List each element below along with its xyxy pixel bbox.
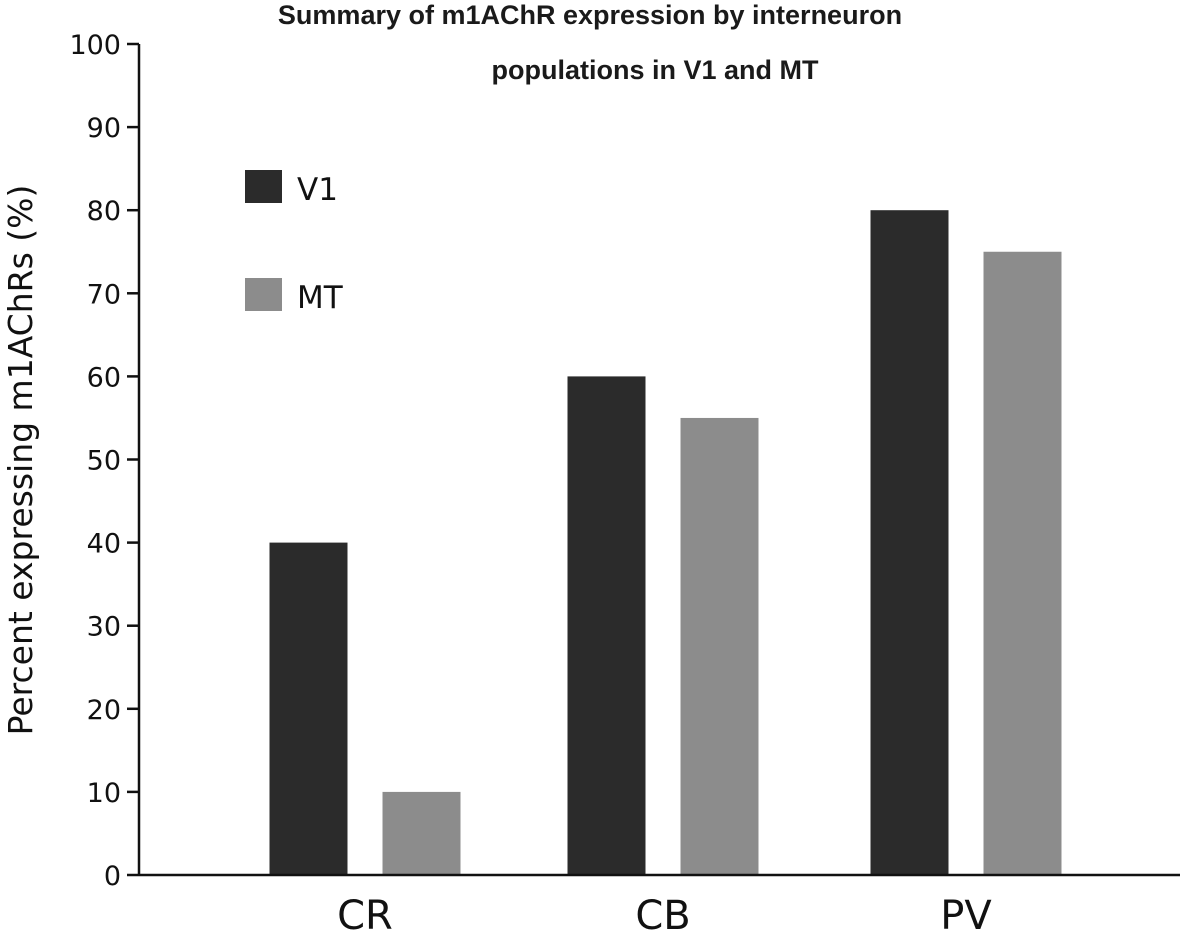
legend: V1 MT [245, 170, 344, 316]
legend-swatch-v1 [245, 170, 282, 203]
y-tick-label: 90 [87, 113, 121, 144]
bar-pv-v1 [870, 210, 949, 875]
chart-title-line-1: Summary of m1AChR expression by interneu… [278, 0, 902, 30]
y-tick-label: 100 [69, 30, 121, 61]
x-tick-label-pv: PV [940, 893, 992, 931]
y-tick-label: 0 [104, 861, 121, 892]
y-axis-ticks: 0 10 20 30 40 50 60 70 80 90 100 [69, 30, 139, 892]
y-tick-label: 80 [87, 196, 121, 227]
chart-title-line-2: populations in V1 and MT [492, 55, 820, 85]
legend-swatch-mt [245, 278, 282, 311]
bar-cb-mt [680, 417, 759, 875]
y-tick-label: 10 [87, 778, 121, 809]
bars [269, 210, 1062, 875]
bar-pv-mt [983, 251, 1062, 875]
bar-cb-v1 [567, 376, 646, 875]
y-tick-label: 50 [87, 446, 121, 477]
y-axis-label: Percent expressing m1AChRs (%) [1, 185, 40, 736]
y-tick-label: 70 [87, 279, 121, 310]
x-tick-label-cb: CB [635, 893, 690, 931]
y-tick-label: 20 [87, 695, 121, 726]
bar-cr-v1 [269, 542, 348, 875]
bar-cr-mt [382, 791, 461, 875]
y-tick-label: 30 [87, 612, 121, 643]
legend-label-v1: V1 [297, 172, 338, 208]
y-tick-label: 40 [87, 529, 121, 560]
chart-title: Summary of m1AChR expression by interneu… [278, 0, 902, 85]
y-tick-label: 60 [87, 362, 121, 393]
x-axis-ticks: CR CB PV [337, 893, 992, 931]
x-tick-label-cr: CR [337, 893, 393, 931]
legend-label-mt: MT [297, 280, 344, 316]
